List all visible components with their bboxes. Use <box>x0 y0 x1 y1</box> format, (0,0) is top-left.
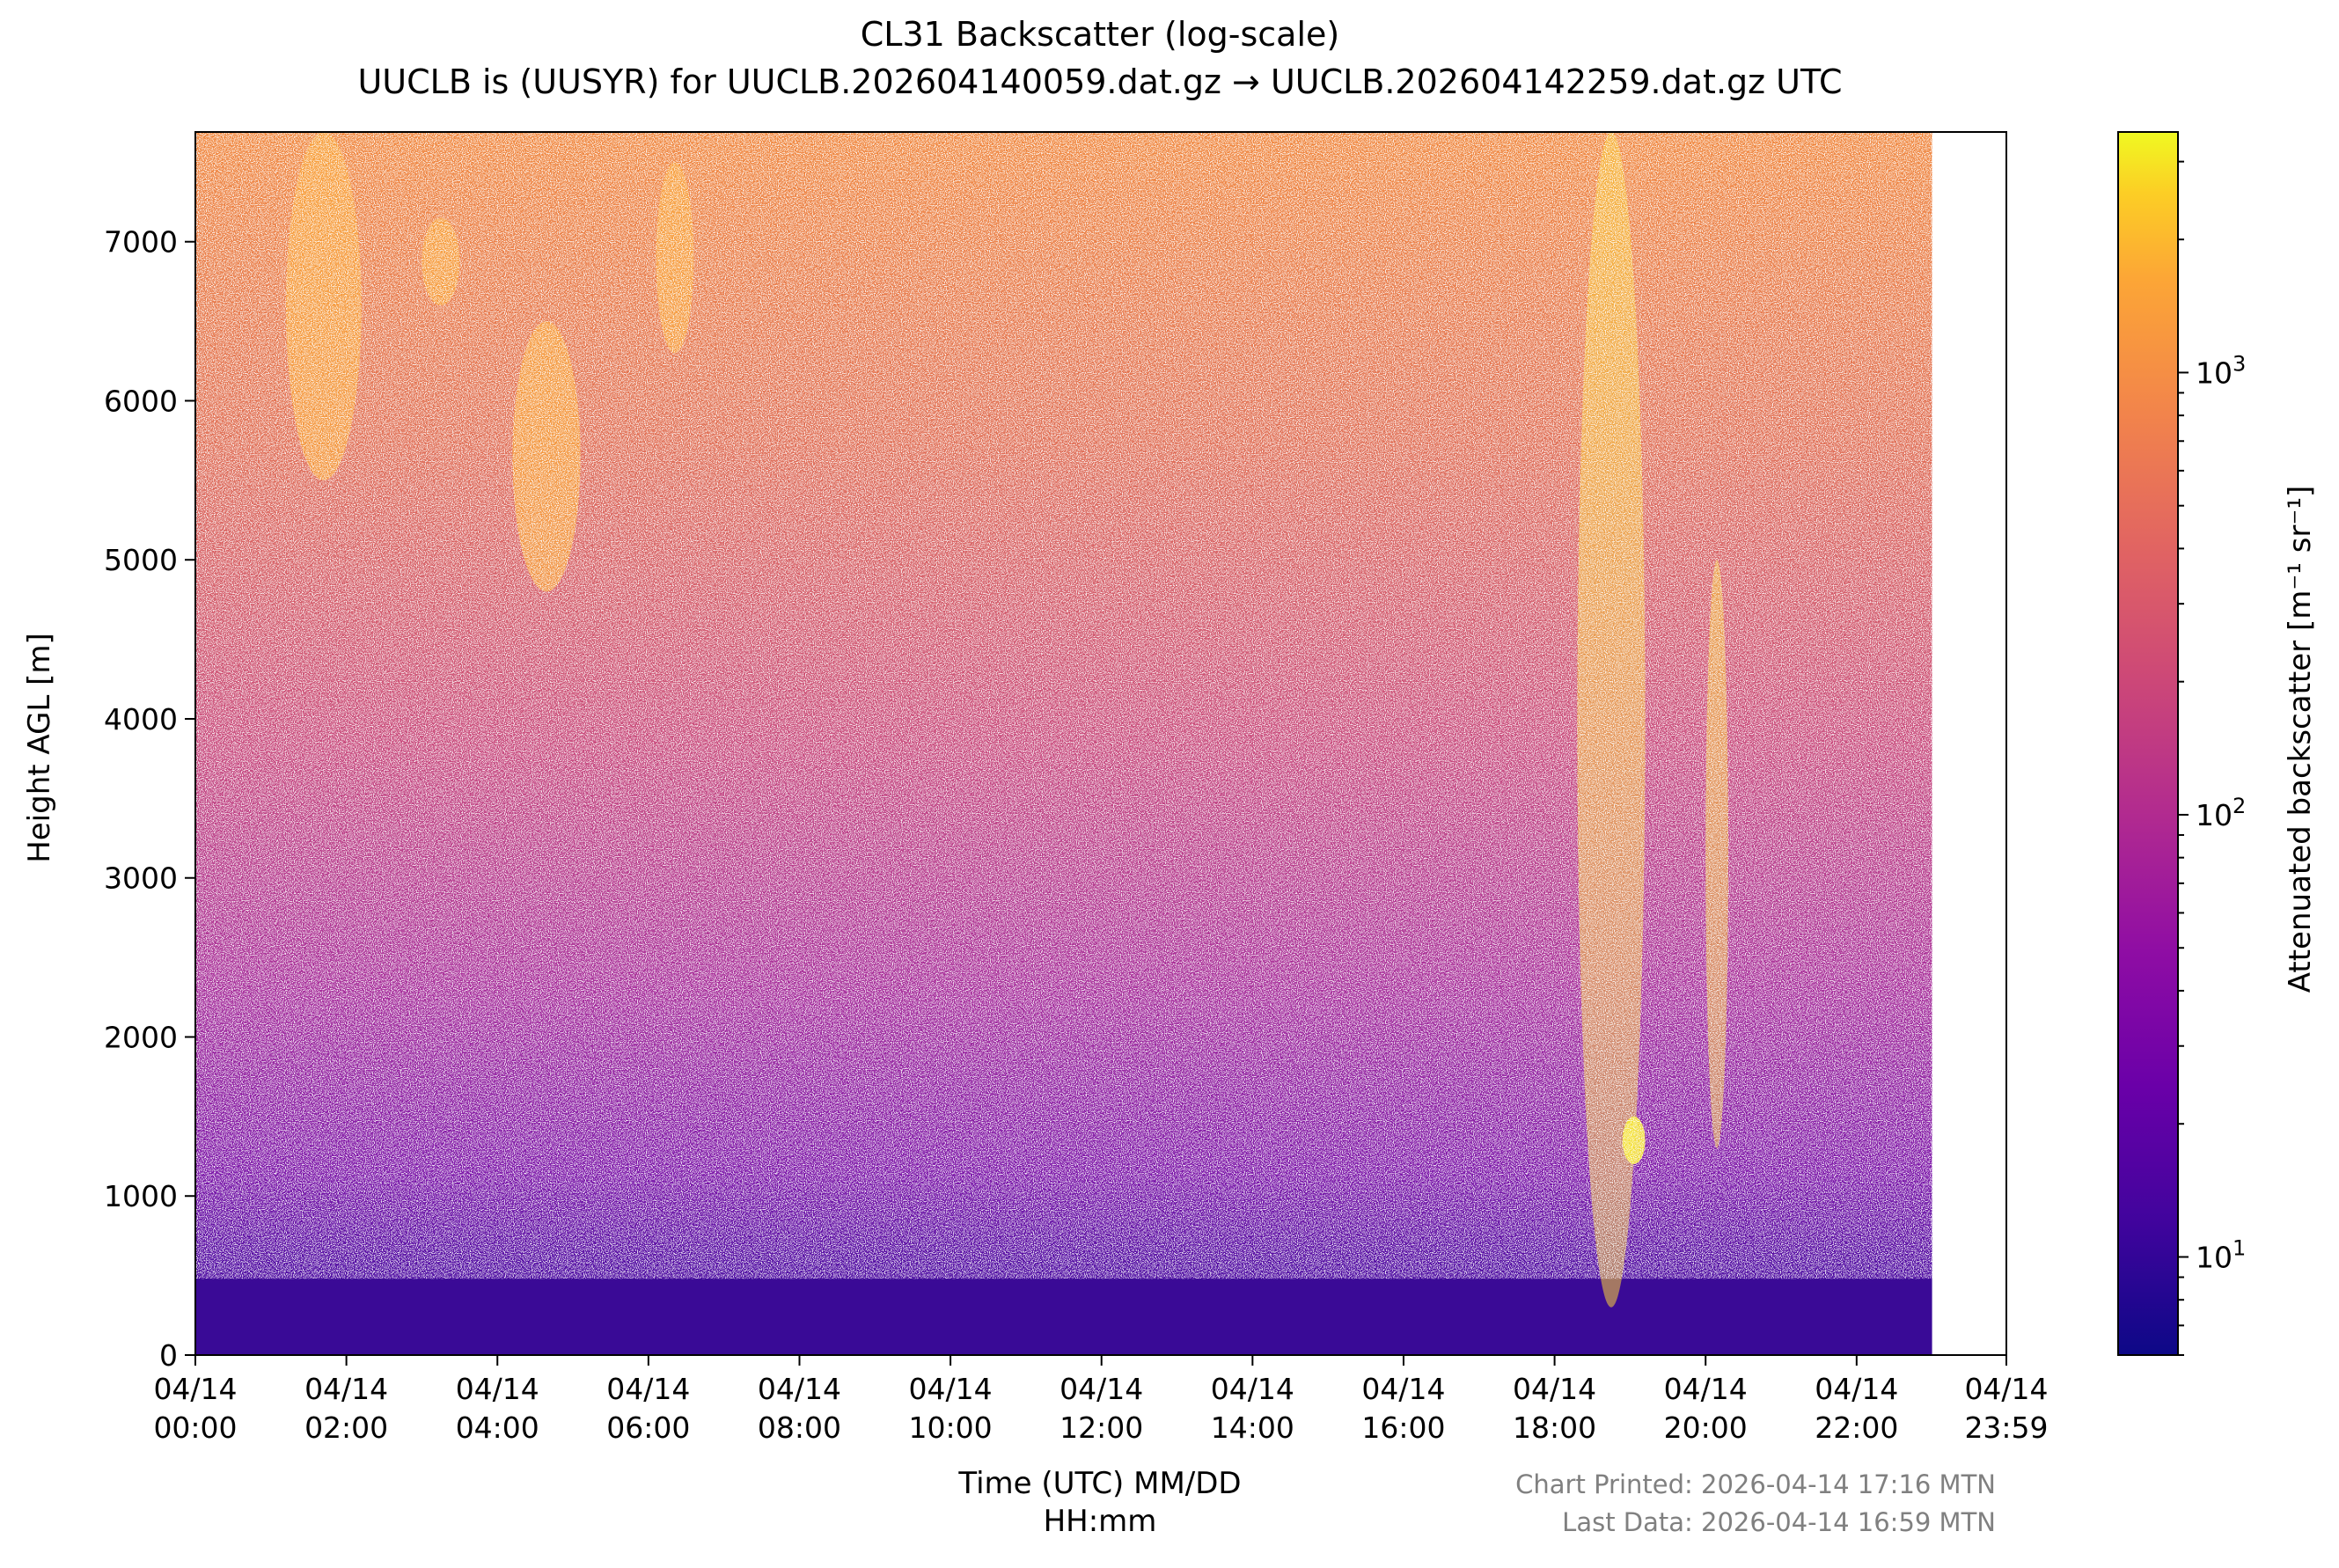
colorbar-label: Attenuated backscatter [m⁻¹ sr⁻¹] <box>2283 486 2318 993</box>
y-tick-label: 4000 <box>104 702 178 736</box>
x-tick-label-date: 04/14 <box>1060 1372 1143 1406</box>
colorbar-tick-label: 101 <box>2196 1236 2246 1275</box>
x-tick-label-date: 04/14 <box>1513 1372 1596 1406</box>
y-tick-label: 2000 <box>104 1020 178 1054</box>
y-tick-label: 0 <box>159 1338 178 1373</box>
x-tick-label-date: 04/14 <box>304 1372 388 1406</box>
x-axis-label: Time (UTC) MM/DD <box>957 1466 1241 1501</box>
x-axis-label-line2: HH:mm <box>1044 1504 1157 1539</box>
heatmap-noise-speckle <box>195 132 1932 1279</box>
x-tick-label-time: 02:00 <box>304 1410 388 1445</box>
x-tick-label-date: 04/14 <box>1664 1372 1748 1406</box>
x-tick-label-date: 04/14 <box>606 1372 690 1406</box>
y-tick-label: 6000 <box>104 384 178 418</box>
x-tick-label-time: 16:00 <box>1361 1410 1445 1445</box>
x-tick-label-time: 22:00 <box>1815 1410 1898 1445</box>
chart-printed-timestamp: Chart Printed: 2026-04-14 17:16 MTN <box>1515 1469 1996 1499</box>
x-tick-label-time: 18:00 <box>1513 1410 1596 1445</box>
x-tick-label-date: 04/14 <box>1815 1372 1898 1406</box>
x-tick-label-date: 04/14 <box>456 1372 539 1406</box>
colorbar <box>2117 131 2179 1356</box>
y-axis: 0 1000 2000 3000 4000 5000 6000 7000 <box>104 225 195 1373</box>
x-tick-label-time: 12:00 <box>1060 1410 1143 1445</box>
x-tick-label-time: 06:00 <box>606 1410 690 1445</box>
last-data-timestamp: Last Data: 2026-04-14 16:59 MTN <box>1562 1507 1996 1537</box>
x-tick-label-time: 14:00 <box>1211 1410 1294 1445</box>
x-tick-label-date: 04/14 <box>909 1372 993 1406</box>
x-tick-label-date: 04/14 <box>758 1372 841 1406</box>
colorbar-tick-label: 103 <box>2196 351 2246 390</box>
x-tick-label-date: 04/14 <box>1361 1372 1445 1406</box>
y-tick-label: 7000 <box>104 225 178 260</box>
x-tick-label-time: 20:00 <box>1664 1410 1748 1445</box>
x-tick-label-time: 10:00 <box>909 1410 993 1445</box>
feature-aerosol-layer-0 <box>195 1279 1932 1355</box>
chart-title: CL31 Backscatter (log-scale) <box>861 15 1339 54</box>
x-axis: 04/14 00:00 04/14 02:00 04/14 04:00 04/14 06:00… <box>153 1355 2049 1445</box>
x-tick-label-date: 04/14 <box>1211 1372 1294 1406</box>
x-tick-label-time: 04:00 <box>456 1410 539 1445</box>
y-tick-label: 5000 <box>104 543 178 577</box>
y-tick-label: 1000 <box>104 1179 178 1213</box>
y-tick-label: 3000 <box>104 861 178 896</box>
heatmap-plot-area <box>195 132 1932 1355</box>
x-tick-label-time: 08:00 <box>758 1410 841 1445</box>
y-axis-label: Height AGL [m] <box>22 633 57 863</box>
x-tick-label-date: 04/14 <box>153 1372 237 1406</box>
chart-subtitle: UUCLB is (UUSYR) for UUCLB.202604140059.… <box>357 62 1842 101</box>
x-tick-label-date: 04/14 <box>1964 1372 2048 1406</box>
x-tick-label-time: 23:59 <box>1964 1410 2048 1445</box>
x-tick-label-time: 00:00 <box>153 1410 237 1445</box>
colorbar-tick-label: 102 <box>2196 794 2246 832</box>
colorbar-axis: 101 102 103 <box>2178 160 2246 1356</box>
